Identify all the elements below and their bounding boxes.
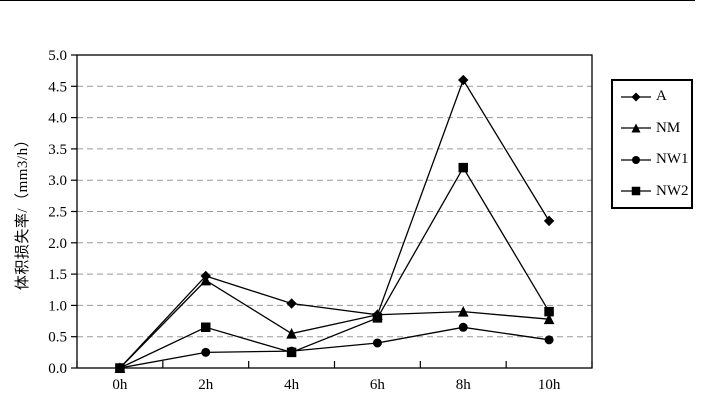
data-point-NM-2h	[200, 274, 212, 286]
data-point-NW1-6h	[372, 338, 382, 348]
x-tick-label: 10h	[538, 377, 561, 393]
y-tick-label: 1.5	[48, 267, 67, 283]
legend-label: NW2	[656, 182, 689, 199]
x-tick-label: 8h	[456, 377, 472, 393]
triangle-icon	[621, 123, 651, 133]
y-tick-label: 1.0	[48, 298, 67, 314]
plot-frame	[76, 54, 593, 369]
data-point-NW1-2h	[201, 347, 211, 357]
top-border-line	[0, 0, 695, 1]
data-point-NW2-4h	[286, 347, 297, 358]
data-point-NW2-8h	[458, 162, 468, 173]
data-point-A-8h	[458, 74, 469, 86]
legend-label: NM	[656, 119, 681, 136]
x-tick-label: 6h	[370, 377, 386, 393]
legend-item-NM: NM	[621, 119, 691, 136]
series-line-A	[119, 78, 550, 369]
x-tick-label: 0h	[112, 377, 128, 393]
data-point-NW2-6h	[372, 313, 383, 323]
legend-box: A NM NW1 NW2	[611, 79, 693, 209]
data-point-NM-4h	[286, 327, 297, 339]
data-point-NW2-0h	[115, 363, 125, 373]
y-tick-label: 3.5	[48, 142, 67, 158]
x-tick-label: 2h	[198, 377, 214, 393]
data-point-NW1-10h	[544, 335, 554, 345]
circle-icon	[621, 155, 651, 164]
series-line-NW2	[119, 166, 550, 369]
legend-label: NW1	[656, 151, 689, 168]
data-point-NM-8h	[457, 306, 469, 317]
legend-item-A: A	[621, 89, 691, 104]
legend-item-NW2: NW2	[621, 182, 691, 199]
data-point-NW1-8h	[458, 322, 468, 332]
data-point-A-10h	[543, 215, 555, 227]
y-tick-label: 4.5	[48, 79, 67, 95]
legend-item-NW1: NW1	[621, 152, 691, 167]
y-tick-label: 2.5	[48, 205, 67, 221]
diamond-icon	[621, 92, 651, 102]
y-tick-label: 3.0	[48, 173, 67, 189]
y-tick-label: 2.0	[48, 236, 67, 252]
data-point-A-4h	[286, 298, 297, 309]
data-point-NM-10h	[543, 313, 555, 325]
data-point-NW2-10h	[544, 306, 554, 317]
x-tick-label: 4h	[284, 377, 300, 393]
series-line-NM	[119, 279, 550, 369]
y-tick-label: 4.0	[48, 111, 67, 127]
y-tick-label: 0.5	[48, 330, 67, 346]
square-icon	[621, 187, 651, 196]
series-line-NW1	[119, 326, 550, 369]
y-tick-label: 5.0	[48, 48, 67, 64]
y-tick-label: 0.0	[48, 361, 67, 377]
legend-label: A	[656, 88, 667, 105]
data-point-NW2-2h	[201, 322, 211, 333]
